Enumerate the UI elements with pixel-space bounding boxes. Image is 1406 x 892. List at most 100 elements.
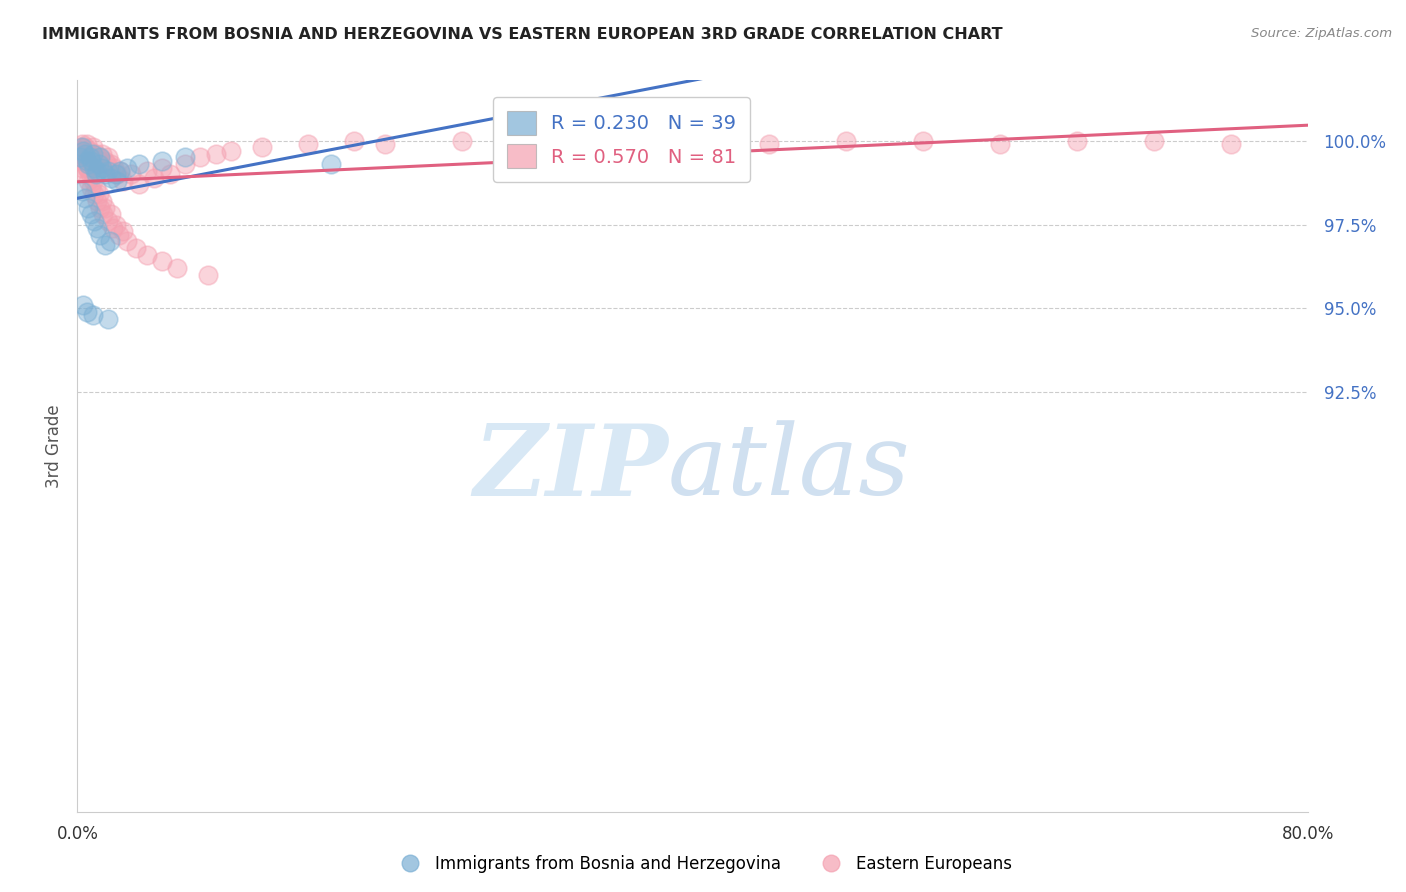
Point xyxy=(319,157,342,171)
Point xyxy=(105,174,128,188)
Point xyxy=(96,157,118,171)
Point xyxy=(128,178,150,192)
Point xyxy=(166,261,188,276)
Point xyxy=(82,140,104,154)
Point xyxy=(77,174,100,188)
Point xyxy=(912,134,935,148)
Point xyxy=(77,157,100,171)
Point xyxy=(758,136,780,151)
Point xyxy=(73,191,96,205)
Point xyxy=(73,140,96,154)
Point xyxy=(84,147,107,161)
Point xyxy=(110,164,132,178)
Point xyxy=(104,167,127,181)
Point xyxy=(105,167,128,181)
Point xyxy=(605,136,627,151)
Point xyxy=(94,237,117,252)
Legend: Immigrants from Bosnia and Herzegovina, Eastern Europeans: Immigrants from Bosnia and Herzegovina, … xyxy=(387,848,1019,880)
Point xyxy=(1219,136,1241,151)
Point xyxy=(94,201,117,215)
Point xyxy=(89,201,111,215)
Point xyxy=(103,161,125,175)
Point xyxy=(90,194,114,208)
Point xyxy=(76,136,98,151)
Point xyxy=(93,207,115,221)
Point xyxy=(76,161,98,175)
Y-axis label: 3rd Grade: 3rd Grade xyxy=(45,404,63,488)
Point xyxy=(84,167,107,181)
Point xyxy=(72,153,94,168)
Point xyxy=(70,184,93,198)
Point xyxy=(115,161,138,175)
Point xyxy=(72,298,94,312)
Point xyxy=(97,311,120,326)
Point xyxy=(100,157,122,171)
Point xyxy=(527,134,550,148)
Text: ZIP: ZIP xyxy=(472,420,668,516)
Point xyxy=(682,134,704,148)
Point xyxy=(72,144,94,158)
Point xyxy=(80,180,103,194)
Point xyxy=(79,144,101,158)
Point xyxy=(70,161,93,175)
Point xyxy=(86,194,108,208)
Point xyxy=(100,207,122,221)
Point xyxy=(84,180,107,194)
Text: IMMIGRANTS FROM BOSNIA AND HERZEGOVINA VS EASTERN EUROPEAN 3RD GRADE CORRELATION: IMMIGRANTS FROM BOSNIA AND HERZEGOVINA V… xyxy=(42,27,1002,42)
Point xyxy=(80,207,103,221)
Point xyxy=(108,227,131,242)
Point xyxy=(98,235,121,249)
Point xyxy=(97,164,120,178)
Point xyxy=(87,187,110,202)
Point xyxy=(83,187,105,202)
Text: atlas: atlas xyxy=(668,420,911,516)
Point xyxy=(77,201,100,215)
Point xyxy=(70,140,93,154)
Legend: R = 0.230   N = 39, R = 0.570   N = 81: R = 0.230 N = 39, R = 0.570 N = 81 xyxy=(494,97,751,182)
Point xyxy=(97,214,120,228)
Point xyxy=(86,221,108,235)
Point xyxy=(143,170,166,185)
Point xyxy=(82,174,104,188)
Point xyxy=(97,151,120,165)
Point xyxy=(112,174,135,188)
Point xyxy=(150,153,173,168)
Point xyxy=(86,164,108,178)
Point xyxy=(835,134,858,148)
Point xyxy=(80,153,103,168)
Point xyxy=(77,147,100,161)
Point xyxy=(70,136,93,151)
Point xyxy=(69,147,91,161)
Point xyxy=(87,157,110,171)
Point xyxy=(100,170,122,185)
Point xyxy=(174,151,197,165)
Point xyxy=(174,157,197,171)
Point xyxy=(219,144,242,158)
Point xyxy=(89,153,111,168)
Point xyxy=(112,224,135,238)
Text: Source: ZipAtlas.com: Source: ZipAtlas.com xyxy=(1251,27,1392,40)
Point xyxy=(135,248,157,262)
Point xyxy=(76,153,98,168)
Point xyxy=(115,235,138,249)
Point xyxy=(90,161,114,175)
Point xyxy=(89,151,111,165)
Point xyxy=(135,164,157,178)
Point xyxy=(374,136,396,151)
Point xyxy=(110,164,132,178)
Point xyxy=(450,134,472,148)
Point xyxy=(90,147,114,161)
Point xyxy=(93,161,115,175)
Point xyxy=(188,151,212,165)
Point xyxy=(69,140,91,154)
Point xyxy=(83,161,105,175)
Point xyxy=(86,157,108,171)
Point xyxy=(1066,134,1088,148)
Point xyxy=(89,227,111,242)
Point xyxy=(69,151,91,165)
Point xyxy=(83,153,105,168)
Point xyxy=(72,144,94,158)
Point xyxy=(250,140,273,154)
Point xyxy=(80,151,103,165)
Point xyxy=(150,254,173,268)
